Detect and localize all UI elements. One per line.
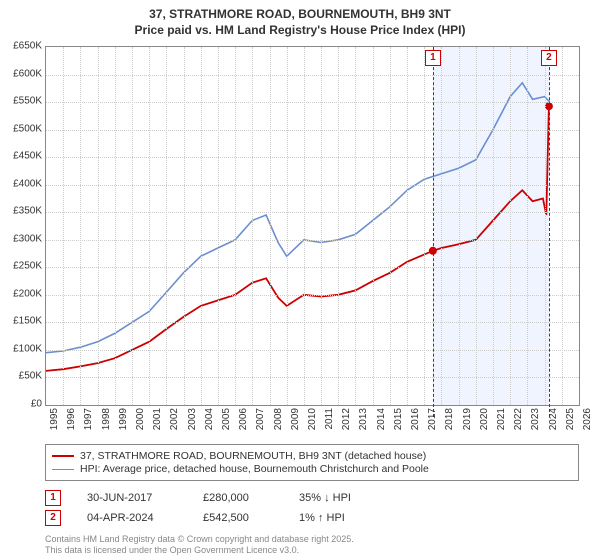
y-tick-label: £100K: [13, 343, 42, 354]
callout-badge: 2: [541, 50, 557, 66]
x-tick-label: 2015: [393, 408, 404, 430]
x-tick-label: 1998: [101, 408, 112, 430]
legend-swatch: [52, 455, 74, 457]
legend-box: 37, STRATHMORE ROAD, BOURNEMOUTH, BH9 3N…: [45, 444, 579, 481]
callout-line: [549, 47, 550, 417]
title-line-2: Price paid vs. HM Land Registry's House …: [0, 22, 600, 38]
transaction-delta: 35% ↓ HPI: [299, 492, 351, 504]
y-tick-label: £350K: [13, 206, 42, 217]
x-tick-label: 2003: [187, 408, 198, 430]
series-line: [46, 83, 550, 353]
transaction-row: 1 30-JUN-2017 £280,000 35% ↓ HPI: [45, 490, 351, 506]
x-tick-label: 2014: [376, 408, 387, 430]
callout-badge: 1: [425, 50, 441, 66]
x-tick-label: 2025: [565, 408, 576, 430]
x-tick-label: 2007: [255, 408, 266, 430]
transaction-date: 04-APR-2024: [87, 512, 177, 524]
title-line-1: 37, STRATHMORE ROAD, BOURNEMOUTH, BH9 3N…: [0, 6, 600, 22]
arrow-down-icon: ↓: [324, 492, 330, 504]
y-tick-label: £150K: [13, 316, 42, 327]
footnote-line-2: This data is licensed under the Open Gov…: [45, 545, 354, 556]
transaction-badge: 2: [45, 510, 61, 526]
x-tick-label: 2013: [358, 408, 369, 430]
y-tick-label: £0: [31, 399, 42, 410]
x-tick-label: 2005: [221, 408, 232, 430]
x-tick-label: 2019: [462, 408, 473, 430]
x-tick-label: 2024: [548, 408, 559, 430]
y-tick-label: £200K: [13, 288, 42, 299]
y-tick-label: £250K: [13, 261, 42, 272]
x-tick-label: 1999: [118, 408, 129, 430]
legend-item: HPI: Average price, detached house, Bour…: [52, 463, 572, 475]
footnote: Contains HM Land Registry data © Crown c…: [45, 534, 354, 556]
y-tick-label: £450K: [13, 151, 42, 162]
transaction-row: 2 04-APR-2024 £542,500 1% ↑ HPI: [45, 510, 351, 526]
x-tick-label: 2018: [444, 408, 455, 430]
y-tick-label: £650K: [13, 41, 42, 52]
plot-svg: [46, 47, 579, 405]
x-tick-label: 1997: [83, 408, 94, 430]
y-tick-label: £600K: [13, 68, 42, 79]
x-tick-label: 2020: [479, 408, 490, 430]
y-tick-label: £400K: [13, 178, 42, 189]
series-line: [46, 106, 549, 371]
transaction-delta: 1% ↑ HPI: [299, 512, 345, 524]
x-tick-label: 2017: [427, 408, 438, 430]
x-tick-label: 2023: [530, 408, 541, 430]
x-tick-label: 2001: [152, 408, 163, 430]
legend-label: HPI: Average price, detached house, Bour…: [80, 463, 429, 475]
x-tick-label: 2010: [307, 408, 318, 430]
y-tick-label: £50K: [19, 371, 42, 382]
y-tick-label: £300K: [13, 233, 42, 244]
legend-label: 37, STRATHMORE ROAD, BOURNEMOUTH, BH9 3N…: [80, 450, 426, 462]
x-tick-label: 2012: [341, 408, 352, 430]
x-tick-label: 2002: [169, 408, 180, 430]
transaction-table: 1 30-JUN-2017 £280,000 35% ↓ HPI 2 04-APR-202…: [45, 486, 351, 530]
y-tick-label: £550K: [13, 96, 42, 107]
callout-line: [433, 47, 434, 417]
footnote-line-1: Contains HM Land Registry data © Crown c…: [45, 534, 354, 545]
chart-title: 37, STRATHMORE ROAD, BOURNEMOUTH, BH9 3N…: [0, 0, 600, 40]
x-tick-label: 2022: [513, 408, 524, 430]
x-tick-label: 2021: [496, 408, 507, 430]
transaction-price: £280,000: [203, 492, 273, 504]
x-tick-label: 2000: [135, 408, 146, 430]
x-tick-label: 2008: [273, 408, 284, 430]
y-tick-label: £500K: [13, 123, 42, 134]
transaction-price: £542,500: [203, 512, 273, 524]
x-tick-label: 2016: [410, 408, 421, 430]
x-tick-label: 2026: [582, 408, 593, 430]
transaction-date: 30-JUN-2017: [87, 492, 177, 504]
legend-item: 37, STRATHMORE ROAD, BOURNEMOUTH, BH9 3N…: [52, 450, 572, 462]
x-tick-label: 2011: [324, 408, 335, 430]
legend-swatch: [52, 469, 74, 470]
x-tick-label: 1995: [49, 408, 60, 430]
x-tick-label: 2009: [290, 408, 301, 430]
arrow-up-icon: ↑: [318, 512, 324, 524]
x-tick-label: 1996: [66, 408, 77, 430]
transaction-badge: 1: [45, 490, 61, 506]
x-tick-label: 2004: [204, 408, 215, 430]
x-tick-label: 2006: [238, 408, 249, 430]
chart-plot-area: [45, 46, 580, 406]
